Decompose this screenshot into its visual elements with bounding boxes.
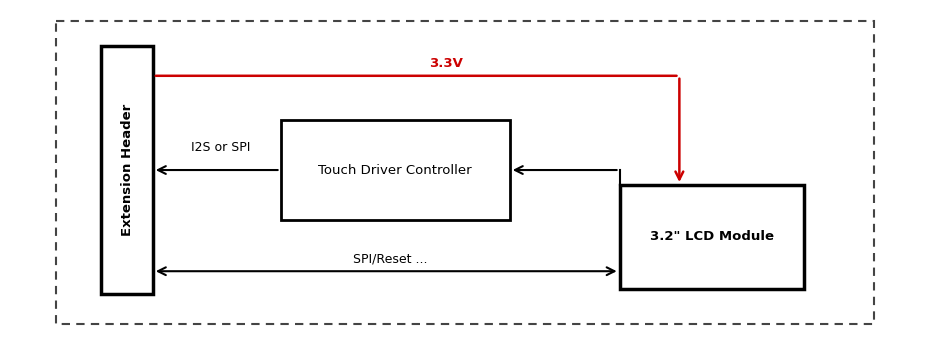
Bar [619, 185, 804, 289]
Bar [101, 46, 153, 294]
Text: 3.3V: 3.3V [429, 57, 463, 70]
Text: SPI/Reset ...: SPI/Reset ... [353, 252, 428, 265]
Text: Extension Header: Extension Header [120, 104, 134, 236]
Bar [280, 120, 510, 220]
Text: 3.2" LCD Module: 3.2" LCD Module [650, 230, 773, 244]
Text: I2S or SPI: I2S or SPI [191, 141, 250, 154]
Bar [56, 21, 874, 324]
Text: Touch Driver Controller: Touch Driver Controller [318, 163, 472, 177]
